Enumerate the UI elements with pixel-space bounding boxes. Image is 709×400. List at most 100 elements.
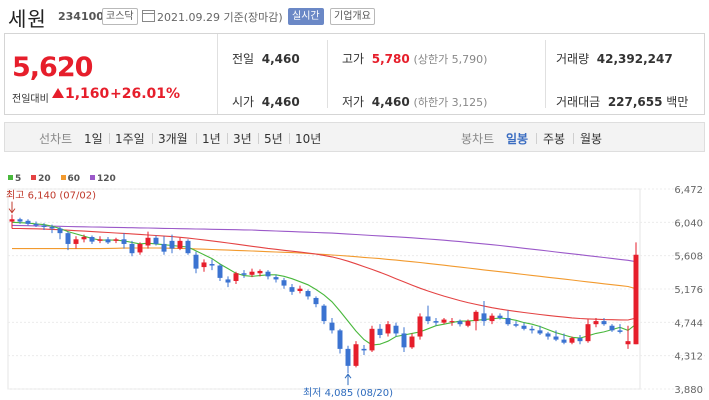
candle-body bbox=[465, 321, 471, 326]
stat-prev-close: 전일 4,460 bbox=[232, 50, 300, 67]
divider bbox=[258, 133, 259, 144]
candle-body bbox=[33, 223, 39, 226]
price-summary bbox=[4, 33, 705, 115]
tab-10y[interactable]: 10년 bbox=[295, 132, 322, 146]
stat-label: 거래량 bbox=[556, 52, 590, 66]
stat-volume: 거래량 42,392,247 bbox=[556, 50, 673, 67]
candle-body bbox=[113, 239, 119, 241]
stat-value: 42,392,247 bbox=[596, 52, 673, 66]
current-price: 5,620 bbox=[12, 52, 93, 83]
change-label: 전일대비 bbox=[12, 94, 49, 105]
candle-body bbox=[337, 330, 343, 349]
candle-body bbox=[425, 316, 431, 322]
candle-body bbox=[489, 315, 495, 322]
stat-value: 4,460 bbox=[261, 95, 300, 109]
candle-body bbox=[289, 287, 295, 292]
ma-line-ma20 bbox=[12, 227, 637, 321]
candle-body bbox=[609, 325, 615, 331]
candle-body bbox=[473, 311, 479, 322]
candle-body bbox=[361, 348, 367, 351]
tab-5y[interactable]: 5년 bbox=[264, 132, 283, 146]
candle-body bbox=[321, 305, 327, 322]
y-tick-label: 5,176 bbox=[674, 285, 703, 296]
tab-1y[interactable]: 1년 bbox=[202, 132, 221, 146]
candle-body bbox=[121, 239, 127, 244]
change-amount: 1,160 bbox=[65, 86, 110, 102]
stat-label: 시가 bbox=[232, 95, 255, 109]
candle-body bbox=[193, 254, 199, 269]
candle-body bbox=[153, 237, 159, 244]
y-tick-label: 5,608 bbox=[674, 252, 703, 263]
candle-body bbox=[601, 321, 607, 325]
stat-value: 4,460 bbox=[261, 52, 300, 66]
candle-body bbox=[281, 280, 287, 286]
candle-body bbox=[369, 328, 375, 351]
candle-body bbox=[265, 271, 271, 277]
candle-body bbox=[545, 333, 551, 337]
tab-1d[interactable]: 1일 bbox=[84, 132, 103, 146]
candle-body bbox=[57, 228, 63, 234]
divider bbox=[327, 40, 328, 108]
tab-weekly[interactable]: 주봉 bbox=[543, 132, 566, 146]
y-tick-label: 4,744 bbox=[674, 318, 703, 329]
candle-body bbox=[593, 321, 599, 325]
candle-body bbox=[297, 288, 303, 292]
market-badge: 코스닥 bbox=[102, 8, 138, 25]
divider bbox=[536, 133, 537, 144]
candle-body bbox=[529, 328, 535, 331]
stat-open: 시가 4,460 bbox=[232, 93, 300, 110]
stock-header: 세원 234100 코스닥 2021.09.29 기준(장마감) 실시간 기업개… bbox=[0, 0, 709, 32]
candle-body bbox=[81, 236, 87, 240]
candle-body bbox=[25, 220, 31, 224]
stat-sub: (상한가 5,790) bbox=[413, 53, 488, 66]
candle-body bbox=[161, 243, 167, 252]
divider bbox=[289, 133, 290, 144]
tab-monthly[interactable]: 월봉 bbox=[580, 132, 603, 146]
candle-body bbox=[409, 336, 415, 348]
realtime-button[interactable]: 실시간 bbox=[288, 8, 324, 25]
candle-body bbox=[185, 240, 191, 254]
candle-body bbox=[513, 324, 519, 326]
tab-daily[interactable]: 일봉 bbox=[506, 132, 529, 146]
y-tick-label: 3,880 bbox=[674, 385, 703, 396]
candle-body bbox=[481, 313, 487, 322]
candle-body bbox=[553, 336, 559, 340]
stat-label: 거래대금 bbox=[556, 95, 601, 109]
candle-body bbox=[137, 243, 143, 253]
stat-value: 5,780 bbox=[371, 52, 410, 66]
company-overview-button[interactable]: 기업개요 bbox=[330, 8, 375, 25]
divider bbox=[196, 133, 197, 144]
candle-body bbox=[249, 271, 255, 275]
low-price-note: 최저 4,085 (08/20) bbox=[303, 387, 393, 399]
candle-body bbox=[89, 236, 95, 242]
candle-body bbox=[561, 339, 567, 343]
candle-body bbox=[177, 240, 183, 249]
candle-body bbox=[129, 243, 135, 254]
change-value: 1,160 bbox=[52, 86, 109, 102]
tab-3m[interactable]: 3개월 bbox=[158, 132, 188, 146]
tab-3y[interactable]: 3년 bbox=[233, 132, 252, 146]
stat-sub: (하한가 3,125) bbox=[413, 96, 488, 109]
tab-1w[interactable]: 1주일 bbox=[115, 132, 145, 146]
y-tick-label: 6,472 bbox=[674, 185, 703, 196]
candle-body bbox=[345, 348, 351, 366]
stat-unit: 백만 bbox=[666, 95, 689, 109]
divider bbox=[545, 40, 546, 108]
low-arrow-head-icon bbox=[344, 373, 352, 379]
candle-body bbox=[313, 297, 319, 305]
high-arrow-head-icon bbox=[8, 208, 16, 214]
stat-label: 저가 bbox=[342, 95, 365, 109]
stat-value: 227,655 bbox=[607, 95, 663, 109]
candle-body bbox=[521, 325, 527, 329]
ma-line-ma60 bbox=[12, 247, 637, 290]
candle-body bbox=[401, 333, 407, 348]
legend-ma60: 60 bbox=[60, 174, 80, 184]
candle-body bbox=[209, 264, 215, 266]
divider bbox=[227, 133, 228, 144]
quote-date: 2021.09.29 기준(장마감) bbox=[157, 11, 283, 24]
candle-body bbox=[633, 254, 639, 345]
candle-body bbox=[49, 226, 55, 229]
candle-body bbox=[537, 330, 543, 334]
stock-code: 234100 bbox=[58, 10, 104, 23]
legend-ma20: 20 bbox=[31, 174, 51, 184]
